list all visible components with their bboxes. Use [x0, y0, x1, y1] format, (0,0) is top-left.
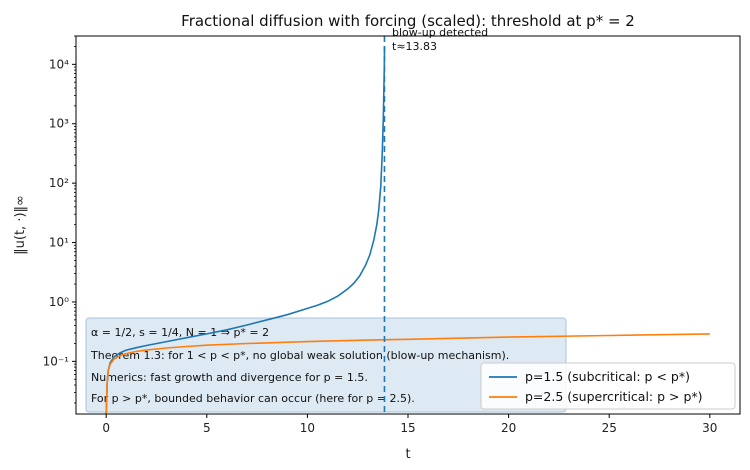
annotation-box-line-1: α = 1/2, s = 1/4, N = 1 ⇒ p* = 2: [91, 326, 269, 339]
y-axis-ticks: 10⁻¹ 10⁰ 10¹ 10² 10³ 10⁴: [43, 35, 76, 404]
series-line-p-1-5: [105, 46, 386, 415]
series-lines: [105, 36, 710, 415]
y-tick-label: 10⁰: [49, 295, 69, 309]
y-tick-label: 10²: [49, 176, 69, 190]
y-tick-label: 10⁴: [49, 57, 69, 71]
y-tick-label: 10⁻¹: [43, 354, 70, 368]
legend-label-p-2-5: p=2.5 (supercritical: p > p*): [525, 389, 703, 404]
y-axis-label: ‖u(t, ·)‖∞: [13, 195, 28, 255]
annotation-box-line-2: Theorem 1.3: for 1 < p < p*, no global w…: [90, 349, 509, 362]
legend-box: [480, 362, 736, 410]
annotation-box-line-3: Numerics: fast growth and divergence for…: [91, 371, 368, 384]
x-tick-label: 30: [702, 421, 717, 435]
x-tick-label: 20: [501, 421, 516, 435]
x-tick-label: 15: [400, 421, 415, 435]
blowup-annotation-line-2: t≈13.83: [392, 40, 437, 53]
y-tick-label: 10³: [49, 117, 69, 131]
x-tick-label: 10: [300, 421, 315, 435]
chart-title: Fractional diffusion with forcing (scale…: [181, 12, 635, 30]
x-axis-ticks: 0 5 10 15 20 25 30: [102, 414, 717, 435]
x-tick-label: 0: [102, 421, 110, 435]
x-tick-label: 25: [602, 421, 617, 435]
legend: p=1.5 (subcritical: p < p*) p=2.5 (super…: [480, 362, 736, 410]
x-tick-label: 5: [203, 421, 211, 435]
x-axis-label: t: [405, 447, 410, 462]
annotation-box-line-4: For p > p*, bounded behavior can occur (…: [91, 392, 415, 405]
legend-label-p-1-5: p=1.5 (subcritical: p < p*): [525, 369, 690, 384]
series-line-p-2-5: [105, 333, 710, 415]
y-tick-label: 10¹: [49, 236, 69, 250]
